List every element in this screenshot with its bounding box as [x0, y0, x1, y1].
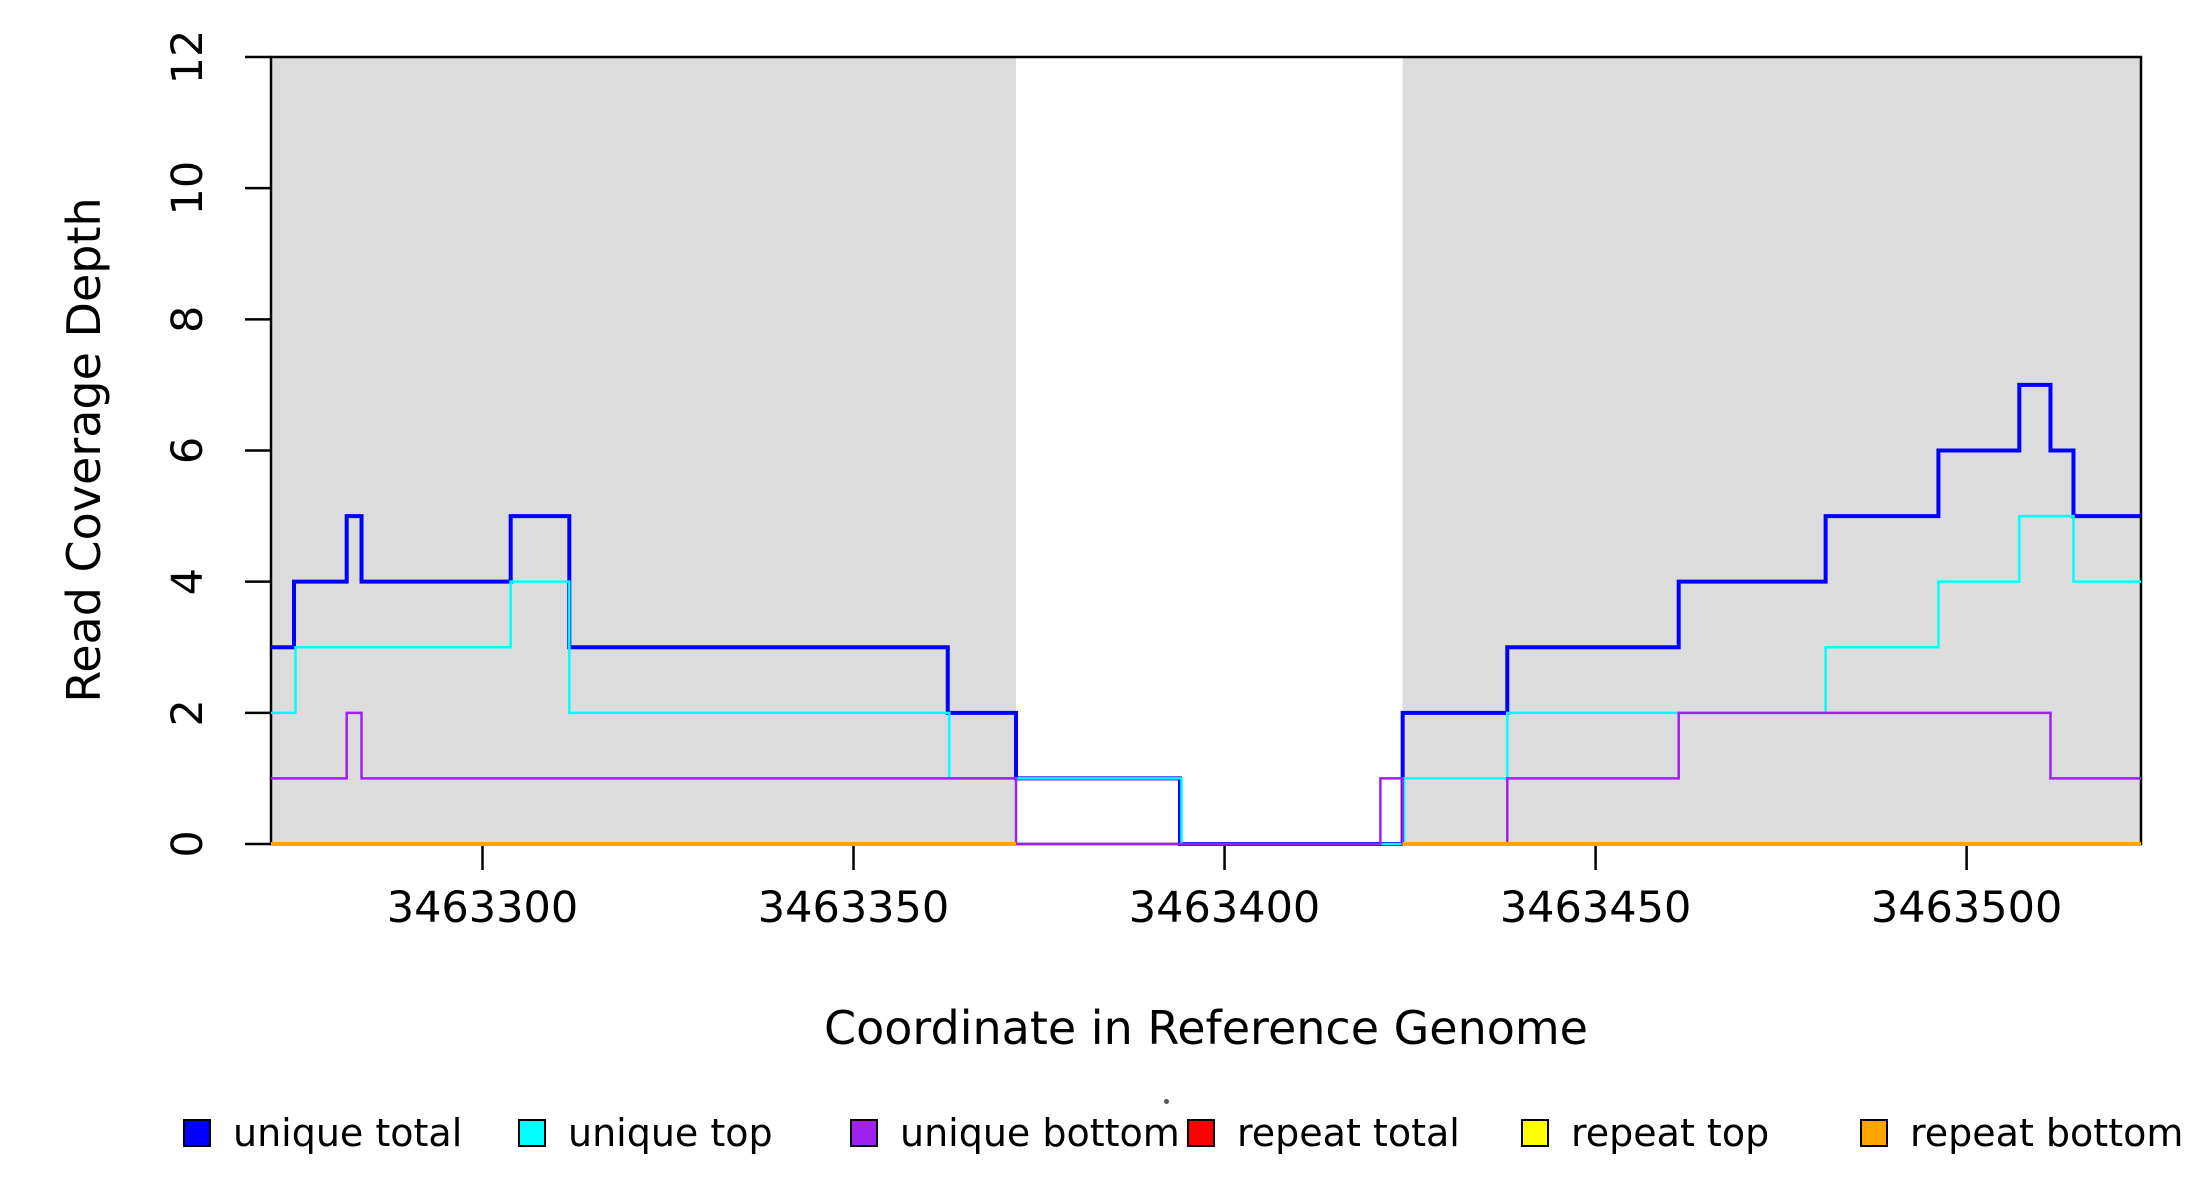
- shaded-region-left: [271, 57, 1017, 844]
- y-tick-label: 6: [163, 437, 213, 464]
- y-tick-label: 4: [163, 568, 213, 595]
- shaded-region-right: [1402, 57, 2141, 844]
- legend-label: repeat bottom: [1910, 1111, 2184, 1155]
- y-tick-label: 0: [163, 830, 213, 857]
- legend-item-repeat-bottom: repeat bottom: [1860, 1111, 2183, 1155]
- y-tick-label: 10: [163, 161, 213, 216]
- legend-item-unique-top: unique top: [518, 1111, 773, 1155]
- legend-item-repeat-total: repeat total: [1187, 1111, 1460, 1155]
- legend-label: repeat total: [1237, 1111, 1460, 1155]
- y-tick-label: 2: [163, 699, 213, 726]
- y-tick-label: 8: [163, 306, 213, 333]
- y-tick-label: 12: [163, 30, 213, 85]
- legend-swatch-unique-top: [518, 1119, 546, 1147]
- legend-swatch-unique-bottom: [850, 1119, 878, 1147]
- legend-label: repeat top: [1571, 1111, 1770, 1155]
- legend-item-unique-bottom: unique bottom: [850, 1111, 1180, 1155]
- legend-label: unique total: [233, 1111, 463, 1155]
- legend-label: unique top: [568, 1111, 773, 1155]
- series-line-unique-top: [271, 514, 2141, 846]
- legend-swatch-repeat-bottom: [1860, 1119, 1888, 1147]
- x-tick-label: 3463450: [1500, 883, 1692, 933]
- y-axis-title: Read Coverage Depth: [57, 197, 111, 703]
- x-axis-title: Coordinate in Reference Genome: [824, 1001, 1588, 1055]
- legend-swatch-unique-total: [183, 1119, 211, 1147]
- stray-dot: [1164, 1099, 1169, 1104]
- x-tick-label: 3463500: [1871, 883, 2063, 933]
- legend-swatch-repeat-total: [1187, 1119, 1215, 1147]
- legend-item-unique-total: unique total: [183, 1111, 462, 1155]
- series-line-unique-bottom: [271, 711, 2141, 846]
- legend-item-repeat-top: repeat top: [1521, 1111, 1769, 1155]
- legend-label: unique bottom: [900, 1111, 1180, 1155]
- legend-swatch-repeat-top: [1521, 1119, 1549, 1147]
- x-tick-label: 3463300: [387, 883, 579, 933]
- x-tick-label: 3463400: [1129, 883, 1321, 933]
- x-tick-label: 3463350: [758, 883, 950, 933]
